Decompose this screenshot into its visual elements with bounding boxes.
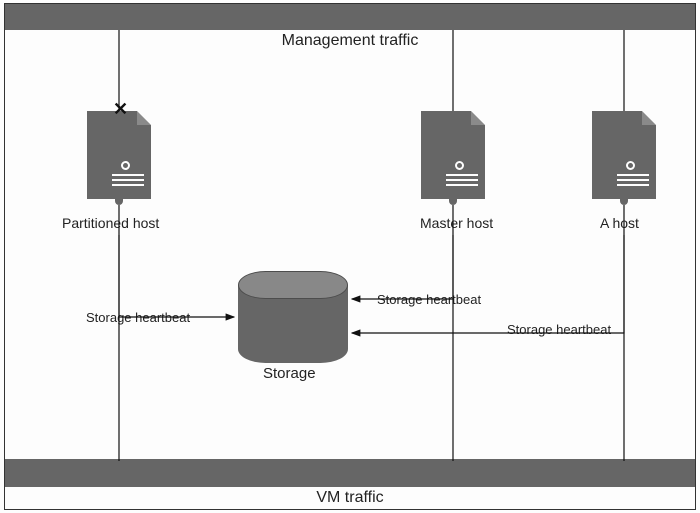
edge-label-storage-hb1: Storage heartbeat [86, 310, 190, 325]
vm-bar-label: VM traffic [5, 489, 695, 507]
edge-label-storage-hb3: Storage heartbeat [507, 322, 611, 337]
diagram-frame: Management traffic VM traffic [4, 3, 696, 510]
server-master [421, 111, 485, 211]
edge-label-storage-hb2: Storage heartbeat [377, 292, 481, 307]
vm-bar [5, 459, 695, 487]
fail-x-icon: ✕ [113, 99, 128, 120]
storage-cylinder [238, 271, 348, 363]
server-ahost [592, 111, 656, 211]
server-partitioned [87, 111, 151, 211]
server-partitioned-label: Partitioned host [62, 215, 159, 231]
management-bar [5, 4, 695, 30]
server-ahost-label: A host [600, 215, 639, 231]
server-master-label: Master host [420, 215, 493, 231]
storage-label: Storage [263, 365, 316, 382]
management-bar-label: Management traffic [5, 32, 695, 50]
